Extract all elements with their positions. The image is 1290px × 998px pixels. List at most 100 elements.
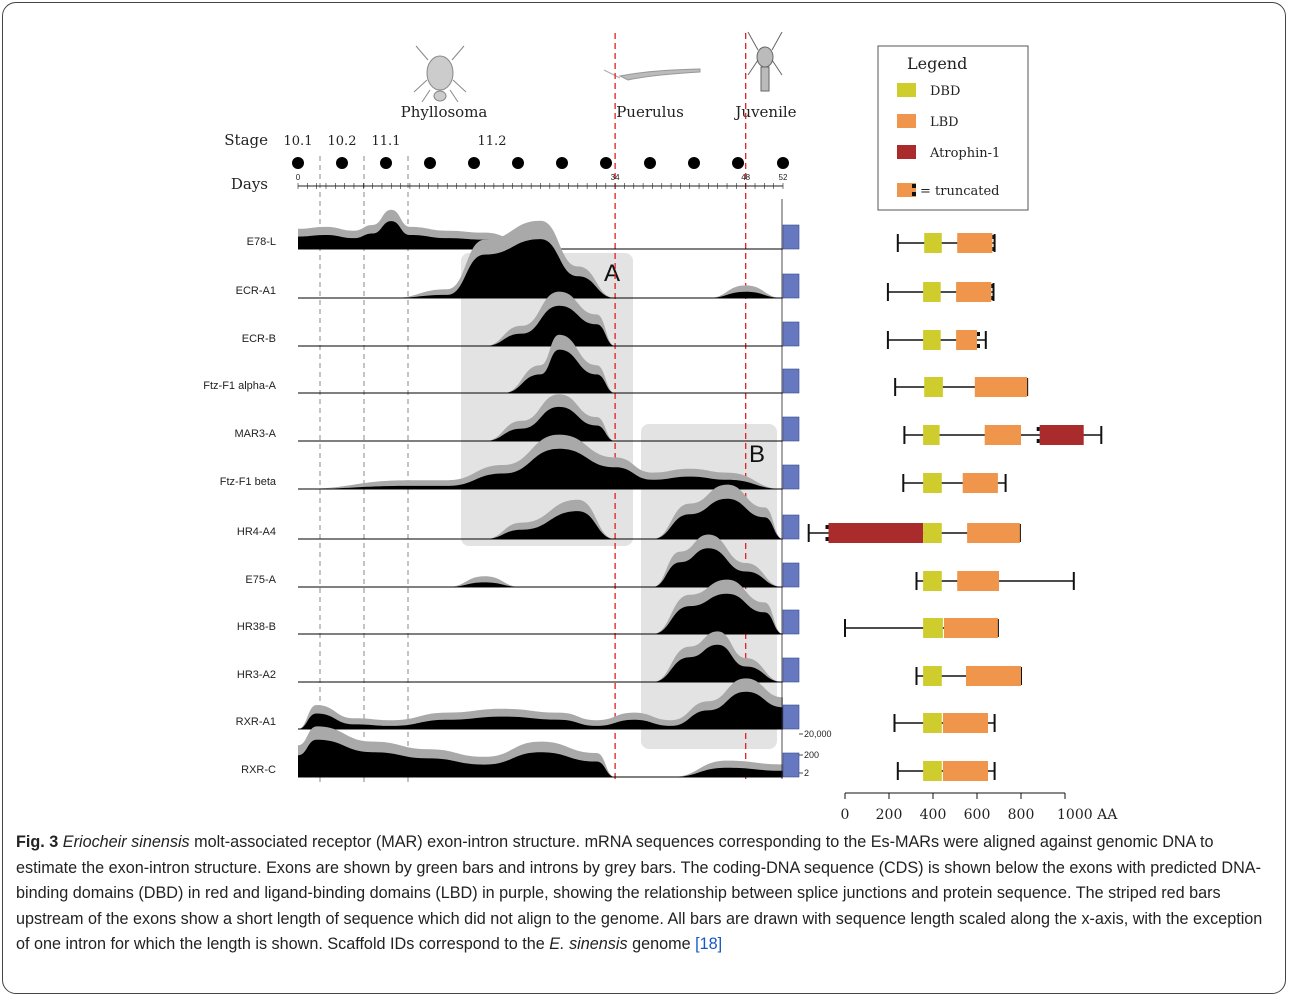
stage-label-11.2: 11.2 bbox=[478, 134, 507, 149]
expression-area bbox=[298, 593, 783, 634]
expression-row: RXR-C bbox=[241, 726, 800, 778]
sampling-dot bbox=[688, 157, 700, 169]
expression-row: Ftz-F1 beta bbox=[220, 434, 800, 490]
protein-structure bbox=[896, 761, 996, 781]
sampling-dot bbox=[380, 157, 392, 169]
stage-label-10.1: 10.1 bbox=[284, 134, 313, 149]
aa-axis-tick-label: 800 bbox=[1008, 807, 1035, 823]
legend-swatch-lbd bbox=[897, 114, 916, 128]
stage-label-10.2: 10.2 bbox=[328, 134, 357, 149]
scale-tick-label: 200 bbox=[804, 750, 819, 760]
gene-label: HR4-A4 bbox=[237, 526, 276, 538]
gene-label: RXR-A1 bbox=[236, 716, 276, 728]
expression-area bbox=[298, 498, 783, 539]
truncated-mark bbox=[912, 192, 916, 196]
juvenile-illustration bbox=[747, 31, 783, 92]
days-tick-label: 48 bbox=[741, 173, 750, 182]
stage-label-11.1: 11.1 bbox=[372, 134, 401, 149]
legend-item-label: DBD bbox=[930, 84, 960, 99]
expression-level-bar bbox=[782, 752, 800, 778]
gene-label: Ftz-F1 beta bbox=[220, 476, 277, 488]
sampling-dot bbox=[424, 157, 436, 169]
expression-level-bar bbox=[782, 464, 800, 490]
expression-row: Ftz-F1 alpha-A bbox=[203, 334, 800, 394]
domain-dbd bbox=[923, 425, 940, 445]
scale-tick-label: 2 bbox=[804, 768, 809, 778]
days-tick-label: 34 bbox=[611, 173, 620, 182]
phase-label-phyllosoma: Phyllosoma bbox=[401, 103, 488, 121]
protein-structure bbox=[807, 523, 1021, 543]
aa-axis-tick-label: 0 bbox=[841, 807, 850, 823]
truncation-mark bbox=[1036, 439, 1040, 443]
expression-area bbox=[298, 305, 783, 346]
sampling-dot bbox=[644, 157, 656, 169]
domain-dbd bbox=[923, 571, 942, 591]
aa-axis-tick-label: 600 bbox=[964, 807, 991, 823]
domain-dbd bbox=[923, 666, 942, 686]
expression-area bbox=[298, 349, 783, 393]
expression-level-bar bbox=[782, 704, 800, 730]
protein-structure bbox=[903, 425, 1103, 445]
expression-area bbox=[298, 406, 783, 441]
sampling-dot bbox=[468, 157, 480, 169]
truncated-mark bbox=[912, 184, 916, 188]
expression-area-upper bbox=[298, 394, 783, 441]
gene-label: E78-L bbox=[247, 236, 276, 248]
expression-row: HR38-B bbox=[237, 579, 800, 635]
expression-level-bar bbox=[782, 514, 800, 540]
phase-label-juvenile: Juvenile bbox=[733, 103, 796, 121]
domain-lbd bbox=[984, 425, 1021, 445]
protein-structure bbox=[893, 713, 996, 733]
expression-row: RXR-A1 bbox=[236, 678, 800, 730]
protein-structure bbox=[894, 377, 1029, 397]
sampling-dot bbox=[292, 157, 304, 169]
domain-lbd bbox=[962, 473, 998, 493]
expression-area-upper bbox=[298, 291, 783, 346]
truncation-mark bbox=[992, 247, 996, 251]
domain-dbd bbox=[924, 377, 943, 397]
aa-axis-tick-label: 200 bbox=[876, 807, 903, 823]
sampling-dot bbox=[732, 157, 744, 169]
sampling-dot bbox=[556, 157, 568, 169]
protein-structure bbox=[915, 666, 1022, 686]
gene-label: HR3-A2 bbox=[237, 669, 276, 681]
expression-area bbox=[298, 221, 783, 249]
box-label-b: B bbox=[749, 441, 765, 468]
expression-area bbox=[298, 644, 783, 682]
domain-lbd bbox=[956, 282, 992, 302]
truncation-mark bbox=[991, 284, 995, 288]
legend-item-label: Atrophin-1 bbox=[929, 146, 1000, 161]
domain-lbd bbox=[956, 330, 977, 350]
domain-dbd bbox=[923, 761, 942, 781]
expression-level-bar bbox=[782, 657, 800, 683]
expression-level-bar bbox=[782, 368, 800, 394]
domain-atrophin-1 bbox=[828, 523, 924, 543]
expression-area bbox=[298, 448, 783, 489]
caption-text: molt-associated receptor (MAR) exon-intr… bbox=[16, 833, 1263, 953]
truncation-mark bbox=[977, 332, 980, 336]
domain-lbd bbox=[942, 713, 988, 733]
expression-area bbox=[298, 239, 783, 298]
protein-structure bbox=[902, 473, 1007, 493]
caption-species-short: E. sinensis bbox=[549, 935, 628, 953]
expression-row: ECR-A1 bbox=[236, 220, 800, 299]
domain-lbd bbox=[966, 666, 1021, 686]
truncation-mark bbox=[825, 537, 829, 541]
legend-swatch-atrophin-1 bbox=[897, 145, 916, 159]
box-label-a: A bbox=[604, 260, 620, 287]
stage-header: Stage bbox=[224, 131, 268, 149]
caption-reference-link[interactable]: [18] bbox=[695, 935, 723, 953]
sampling-dot bbox=[777, 157, 789, 169]
legend-swatch-dbd bbox=[897, 83, 916, 97]
expression-area bbox=[298, 691, 783, 729]
domain-lbd bbox=[942, 761, 988, 781]
expression-area bbox=[298, 739, 783, 777]
expression-area bbox=[298, 548, 783, 587]
gene-label: ECR-B bbox=[242, 333, 276, 345]
domain-dbd bbox=[924, 233, 942, 253]
truncation-mark bbox=[825, 525, 829, 529]
expression-level-bar bbox=[782, 416, 800, 442]
phyllosoma-illustration bbox=[413, 45, 467, 103]
expression-row: HR4-A4 bbox=[237, 484, 800, 540]
gene-label: ECR-A1 bbox=[236, 285, 276, 297]
